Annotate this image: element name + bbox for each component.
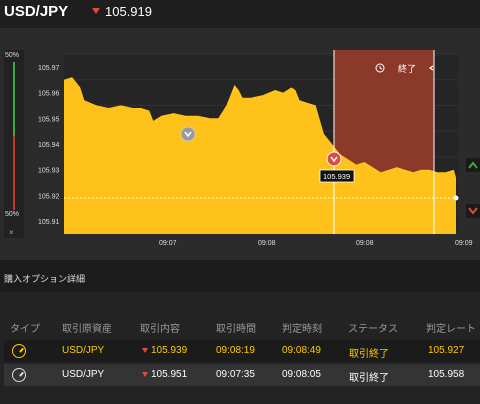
call-indicator: [466, 158, 480, 172]
clock-icon: [375, 63, 385, 73]
timer-icon: [12, 368, 26, 382]
table-header: タイプ 取引原資産 取引内容 取引時間 判定時刻 ステータス 判定レート: [0, 314, 480, 338]
cell-content: 105.951: [142, 369, 187, 380]
rate-label-box: [319, 169, 355, 183]
table-row[interactable]: USD/JPY 105.951 09:07:35 09:08:05 取引終了 1…: [4, 364, 480, 386]
cell-judge: 09:08:05: [282, 369, 321, 380]
gauge-call-bar: [13, 62, 15, 136]
trade-marker-icon: [180, 126, 196, 142]
y-tick-label: 105.97: [38, 65, 60, 72]
currency-pair-title: USD/JPY: [4, 3, 69, 20]
down-arrow-icon: [330, 156, 338, 163]
x-tick-label: 09:08: [356, 240, 374, 247]
x-tick-label: 09:08: [258, 240, 276, 247]
down-arrow-icon: [184, 131, 192, 138]
timer-icon: [12, 344, 26, 358]
up-arrow-icon: [468, 161, 478, 169]
cell-judge: 09:08:49: [282, 345, 321, 356]
current-rate: 105.919: [105, 4, 152, 19]
gauge-bottom-percent: 50%: [5, 211, 20, 218]
x-tick-label: 09:09: [455, 240, 473, 247]
top-bar: USD/JPY 105.919: [0, 0, 480, 28]
price-chart: 105.97 105.96 105.95 105.94 105.93 105.92 105.…: [38, 50, 480, 247]
cell-asset: USD/JPY: [62, 345, 105, 356]
header-time: 取引時間: [216, 324, 256, 335]
header-asset: 取引原資産: [62, 324, 112, 335]
y-tick-label: 105.94: [38, 142, 60, 149]
cell-time: 09:08:19: [216, 345, 255, 356]
clock-hand: [379, 67, 383, 70]
rate-label: 105.939: [323, 172, 350, 181]
expiry-label: 終了: [398, 63, 416, 74]
table-row[interactable]: USD/JPY 105.939 09:08:19 09:08:49 取引終了 1…: [4, 340, 480, 362]
down-arrow-icon: [468, 207, 478, 215]
cell-status: 取引終了: [349, 373, 389, 384]
header-content: 取引内容: [140, 324, 180, 335]
x-tick-label: 09:07: [159, 240, 177, 247]
gauge-put-bar: [13, 136, 15, 210]
cell-rate: 105.927: [428, 345, 465, 356]
gauge-top-percent: 50%: [5, 52, 20, 59]
cell-status: 取引終了: [349, 349, 389, 360]
y-tick-label: 105.91: [38, 219, 60, 226]
cell-rate: 105.958: [428, 369, 465, 380]
y-tick-label: 105.95: [38, 116, 60, 123]
cell-content: 105.939: [142, 345, 187, 356]
header-type: タイプ: [10, 324, 40, 335]
header-status: ステータス: [348, 324, 398, 335]
down-arrow-icon: [142, 371, 148, 377]
down-arrow-icon: [142, 347, 148, 353]
chevron-left-icon: [428, 65, 434, 71]
header-judge: 判定時刻: [282, 324, 322, 335]
price-area: [64, 77, 456, 234]
put-indicator: [466, 204, 480, 218]
y-tick-label: 105.93: [38, 168, 60, 175]
section-title: 購入オプション詳細: [4, 274, 86, 284]
current-point: [453, 195, 459, 201]
cell-time: 09:07:35: [216, 369, 255, 380]
cell-asset: USD/JPY: [62, 369, 105, 380]
gauge-close-icon[interactable]: ×: [9, 228, 14, 237]
y-tick-label: 105.96: [38, 91, 60, 98]
y-tick-label: 105.92: [38, 193, 60, 200]
trade-marker-icon: [326, 151, 342, 167]
price-down-icon: [92, 8, 100, 14]
header-rate: 判定レート: [426, 324, 476, 335]
